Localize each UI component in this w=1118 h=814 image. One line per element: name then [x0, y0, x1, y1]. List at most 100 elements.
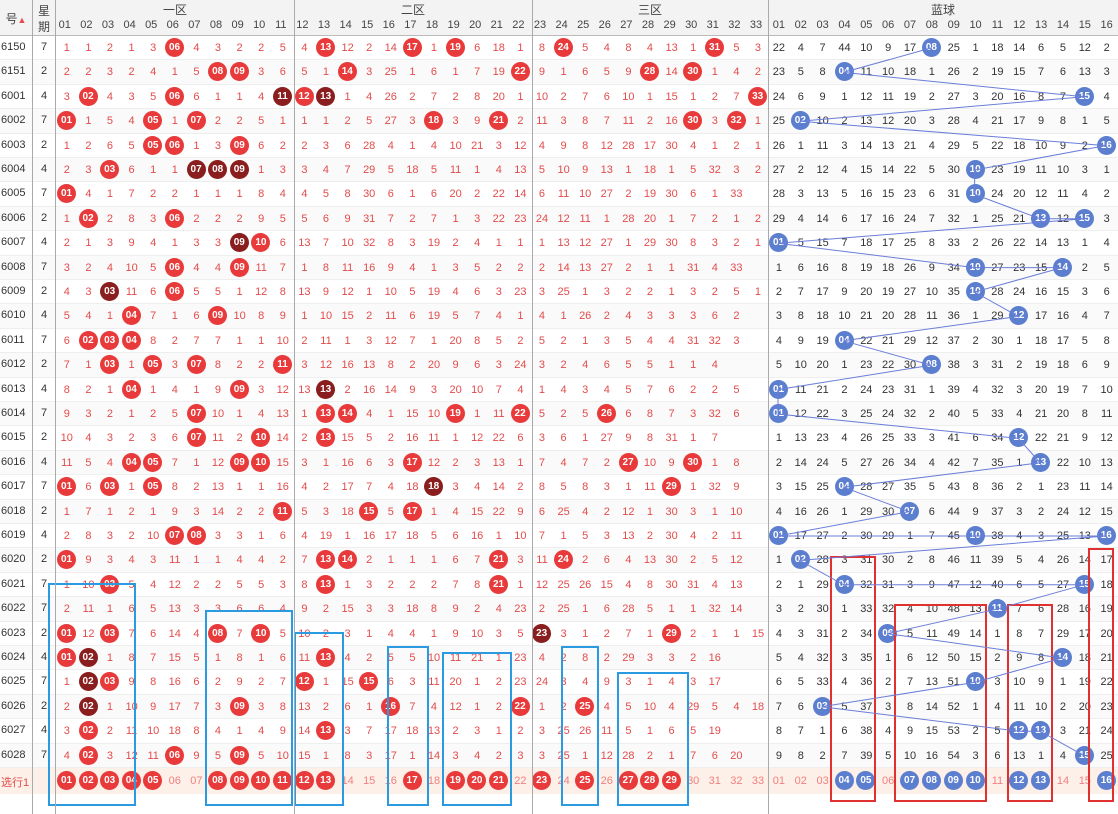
select-red-option[interactable]: 31 [708, 775, 721, 787]
selected-blue-ball[interactable]: 07 [900, 771, 920, 790]
selected-red-ball[interactable]: 19 [445, 771, 465, 790]
miss-count: 2 [625, 261, 632, 274]
table-row[interactable] [0, 182, 1118, 207]
selected-red-ball[interactable]: 09 [229, 771, 249, 790]
miss-count: 6 [928, 505, 935, 518]
select-red-option[interactable]: 14 [341, 775, 354, 787]
selected-red-ball[interactable]: 05 [143, 771, 163, 790]
miss-count: 28 [1056, 603, 1070, 616]
miss-count: 1 [1016, 456, 1023, 469]
sort-icon[interactable]: ▲ [17, 15, 27, 25]
table-row[interactable] [0, 475, 1118, 500]
selected-blue-ball[interactable]: 05 [856, 771, 876, 790]
selected-blue-ball[interactable]: 08 [921, 771, 941, 790]
miss-count: 3 [366, 749, 373, 762]
selected-blue-ball[interactable]: 16 [1096, 771, 1116, 790]
red-ball: 16 [381, 696, 400, 716]
miss-count: 10 [1100, 383, 1113, 396]
selected-blue-ball[interactable]: 13 [1031, 771, 1051, 790]
miss-count: 7 [430, 212, 438, 225]
selected-blue-ball[interactable]: 10 [965, 771, 985, 790]
selected-red-ball[interactable]: 13 [316, 771, 336, 790]
selected-red-ball[interactable]: 04 [121, 771, 141, 790]
table-row[interactable] [0, 719, 1118, 744]
selected-red-ball[interactable]: 20 [467, 771, 487, 790]
table-row[interactable] [0, 134, 1118, 158]
miss-count: 10 [1078, 456, 1091, 469]
miss-count: 4 [409, 627, 416, 640]
term-header[interactable]: 号▲ [0, 10, 32, 27]
miss-count: 7 [1103, 310, 1110, 323]
red-ball: 24 [553, 38, 573, 57]
miss-count: 6 [279, 237, 286, 250]
miss-count: 11 [428, 432, 440, 445]
select-red-option[interactable]: 26 [600, 775, 613, 787]
selected-red-ball[interactable]: 02 [78, 771, 98, 790]
select-red-option[interactable]: 16 [384, 775, 397, 787]
select-blue-option[interactable]: 11 [991, 775, 1004, 787]
select-red-option[interactable]: 18 [427, 775, 441, 787]
miss-count: 3 [301, 164, 308, 176]
selected-red-ball[interactable]: 10 [251, 771, 271, 790]
selected-red-ball[interactable]: 17 [402, 771, 422, 790]
select-blue-option[interactable]: 03 [816, 775, 829, 787]
table-row[interactable] [0, 85, 1118, 110]
miss-count: 1 [63, 676, 70, 689]
selected-red-ball[interactable]: 01 [57, 771, 76, 790]
table-row[interactable] [0, 573, 1118, 598]
selected-red-ball[interactable]: 12 [294, 771, 314, 790]
miss-count: 7 [797, 286, 804, 298]
selected-blue-ball[interactable]: 09 [943, 771, 963, 790]
table-row[interactable] [0, 378, 1118, 402]
selected-red-ball[interactable]: 11 [273, 771, 292, 790]
table-row[interactable] [0, 426, 1118, 451]
table-row[interactable] [0, 280, 1118, 305]
miss-count: 2 [452, 90, 459, 103]
select-blue-option[interactable]: 15 [1078, 775, 1091, 787]
red-col-04: 04 [123, 19, 136, 31]
select-blue-option[interactable]: 02 [794, 775, 807, 787]
select-red-option[interactable]: 07 [190, 775, 203, 787]
miss-count: 29 [882, 530, 895, 542]
miss-count: 5 [258, 749, 265, 762]
miss-count: 1 [928, 383, 935, 396]
miss-count: 16 [794, 505, 807, 518]
table-row[interactable] [0, 670, 1118, 695]
selected-red-ball[interactable]: 28 [640, 771, 660, 790]
select-blue-option[interactable]: 01 [772, 775, 786, 787]
miss-count: 20 [1100, 627, 1113, 640]
miss-count: 7 [474, 310, 481, 323]
miss-count: 13 [276, 408, 289, 420]
selected-red-ball[interactable]: 25 [575, 771, 595, 790]
table-row[interactable] [0, 524, 1118, 549]
select-red-option[interactable]: 15 [363, 775, 376, 787]
select-red-option[interactable]: 33 [751, 775, 765, 787]
table-row[interactable] [0, 622, 1118, 646]
miss-count: 1 [797, 139, 804, 152]
table-row[interactable] [0, 36, 1118, 61]
selected-blue-ball[interactable]: 12 [1009, 771, 1029, 790]
miss-count: 10 [622, 90, 635, 103]
miss-count: 7 [582, 456, 589, 469]
selected-red-ball[interactable]: 21 [489, 771, 508, 790]
miss-count: 20 [816, 359, 829, 372]
miss-count: 1 [452, 212, 459, 225]
selected-red-ball[interactable]: 08 [208, 771, 228, 790]
select-red-option[interactable]: 24 [557, 775, 570, 787]
select-blue-option[interactable]: 14 [1056, 775, 1070, 787]
selected-red-ball[interactable]: 23 [532, 771, 552, 790]
selected-blue-ball[interactable]: 04 [834, 771, 854, 790]
selected-red-ball[interactable]: 03 [100, 771, 120, 790]
select-red-option[interactable]: 30 [687, 775, 700, 787]
miss-count: 4 [214, 261, 222, 274]
selected-red-ball[interactable]: 29 [661, 771, 681, 790]
select-red-option[interactable]: 32 [730, 775, 743, 787]
selected-red-ball[interactable]: 27 [618, 771, 638, 790]
miss-count: 8 [150, 676, 157, 689]
table-row[interactable] [0, 231, 1118, 256]
miss-count: 6 [1016, 578, 1023, 591]
table-row[interactable] [0, 329, 1118, 354]
select-red-option[interactable]: 22 [514, 775, 527, 787]
select-blue-option[interactable]: 06 [882, 775, 895, 787]
select-red-option[interactable]: 06 [168, 775, 181, 787]
